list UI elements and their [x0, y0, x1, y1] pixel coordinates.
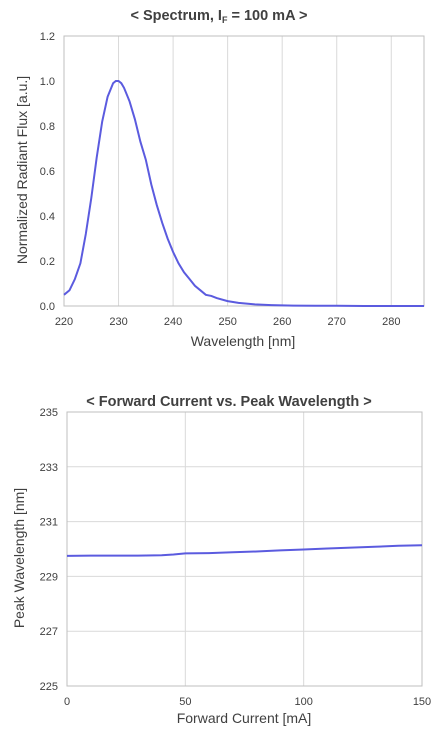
- spectrum-x-ticks: 220 230 240 250 260 270 280: [55, 316, 401, 328]
- spectrum-y-tick-label: 1.0: [40, 76, 55, 88]
- peak-wavelength-series-line: [66, 544, 423, 557]
- peak-wavelength-y-tick-label: 229: [40, 571, 58, 583]
- peak-wavelength-x-axis-label: Forward Current [mA]: [177, 710, 312, 726]
- spectrum-x-tick-label: 220: [55, 316, 73, 328]
- spectrum-x-tick-label: 280: [382, 316, 400, 328]
- spectrum-y-tick-label: 0.0: [40, 301, 55, 313]
- spectrum-y-tick-label: 1.2: [40, 31, 55, 43]
- spectrum-y-tick-label: 0.6: [40, 166, 55, 178]
- spectrum-x-axis-label: Wavelength [nm]: [191, 333, 296, 349]
- spectrum-y-tick-label: 0.4: [40, 211, 55, 223]
- peak-wavelength-y-tick-label: 235: [40, 407, 58, 419]
- peak-wavelength-grid: [66, 411, 423, 687]
- peak-wavelength-x-ticks: 0 50 100 150: [64, 696, 431, 708]
- peak-wavelength-x-tick-label: 100: [294, 696, 312, 708]
- spectrum-chart-title: < Spectrum, IF = 100 mA >: [130, 8, 307, 25]
- peak-wavelength-chart: < Forward Current vs. Peak Wavelength > …: [11, 394, 431, 726]
- spectrum-plot-frame: [63, 35, 425, 307]
- spectrum-series-line: [63, 80, 424, 307]
- peak-wavelength-x-tick-label: 50: [179, 696, 191, 708]
- peak-wavelength-x-tick-label: 0: [64, 696, 70, 708]
- spectrum-x-tick-label: 270: [328, 316, 346, 328]
- peak-wavelength-y-tick-label: 227: [40, 626, 58, 638]
- peak-wavelength-y-ticks: 225 227 229 231 233 235: [40, 407, 58, 693]
- spectrum-y-axis-label: Normalized Radiant Flux [a.u.]: [14, 76, 30, 264]
- spectrum-y-tick-label: 0.2: [40, 256, 55, 268]
- spectrum-x-tick-label: 240: [164, 316, 182, 328]
- peak-wavelength-chart-title: < Forward Current vs. Peak Wavelength >: [86, 394, 372, 410]
- peak-wavelength-x-tick-label: 150: [413, 696, 431, 708]
- spectrum-y-ticks: 0.0 0.2 0.4 0.6 0.8 1.0 1.2: [40, 31, 55, 313]
- spectrum-x-tick-label: 230: [109, 316, 127, 328]
- spectrum-grid: [63, 36, 392, 306]
- spectrum-x-tick-label: 250: [218, 316, 236, 328]
- spectrum-chart: < Spectrum, IF = 100 mA > 0.00.20.40.60.…: [14, 8, 425, 349]
- peak-wavelength-plot-frame: [66, 411, 423, 687]
- peak-wavelength-y-axis-label: Peak Wavelength [nm]: [11, 488, 27, 628]
- peak-wavelength-y-tick-label: 231: [40, 517, 58, 529]
- spectrum-y-tick-label: 0.8: [40, 121, 55, 133]
- peak-wavelength-y-tick-label: 225: [40, 681, 58, 693]
- peak-wavelength-y-tick-label: 233: [40, 462, 58, 474]
- spectrum-x-tick-label: 260: [273, 316, 291, 328]
